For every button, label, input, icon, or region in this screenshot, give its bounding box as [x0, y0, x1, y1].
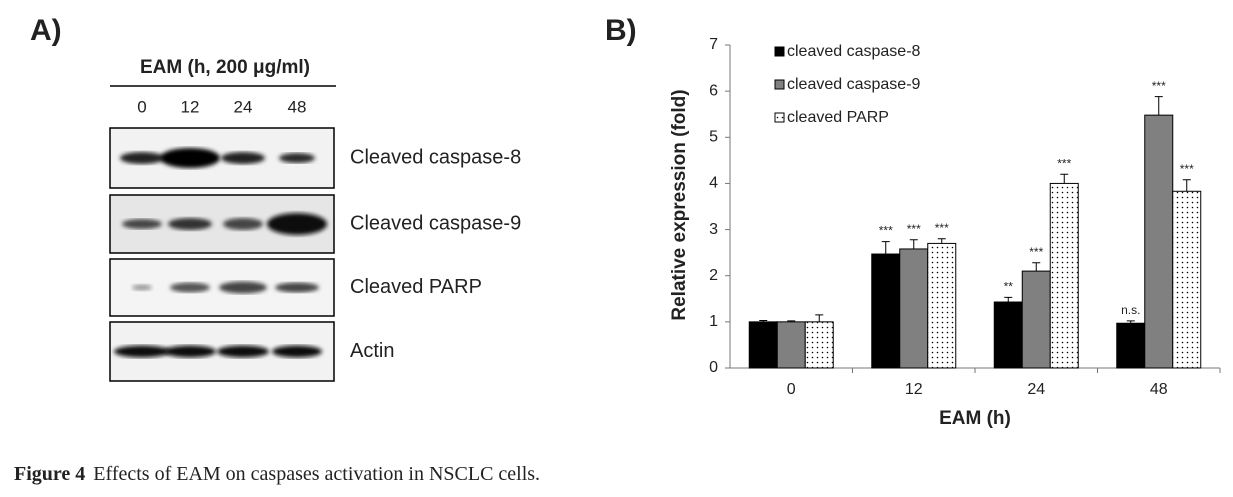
error-bar: [815, 314, 824, 322]
x-tick-label: 24: [1027, 381, 1045, 398]
row-label: Cleaved caspase-8: [350, 146, 521, 168]
significance-label: ***: [907, 222, 921, 236]
error-bar: [881, 241, 890, 255]
caption-text: Effects of EAM on caspases activation in…: [93, 463, 540, 485]
band: [221, 152, 265, 164]
band: [223, 218, 263, 230]
band: [217, 345, 269, 358]
significance-label: ***: [935, 221, 949, 235]
error-bar: [1032, 262, 1041, 272]
error-bar: [1060, 173, 1069, 184]
y-tick-label: 6: [709, 82, 718, 99]
caption: Figure 4 Effects of EAM on caspases activ…: [14, 463, 540, 485]
lane-label: 12: [181, 97, 200, 116]
bar: [1116, 322, 1146, 369]
error-bar: [787, 320, 796, 322]
y-tick-label: 3: [709, 221, 718, 238]
bar: [1021, 270, 1051, 369]
panel-a-label: A): [30, 14, 62, 47]
error-bar: [1126, 320, 1135, 324]
y-tick-label: 7: [709, 36, 718, 53]
bar: [748, 321, 778, 369]
band: [160, 148, 220, 168]
band: [122, 219, 162, 229]
significance-label: ***: [1029, 245, 1043, 259]
legend-label: cleaved caspase-8: [787, 43, 921, 60]
error-bar: [1182, 179, 1191, 192]
significance-label: **: [1004, 280, 1014, 294]
error-bar: [909, 239, 918, 249]
band: [132, 284, 152, 291]
y-tick-label: 2: [709, 267, 718, 284]
lane-label: 0: [137, 97, 146, 116]
bar: [1144, 114, 1174, 369]
y-tick-label: 0: [709, 359, 718, 376]
y-tick-label: 4: [709, 175, 718, 192]
x-tick-label: 48: [1150, 381, 1168, 398]
bar: [993, 301, 1023, 369]
error-bar: [1004, 296, 1013, 303]
band: [275, 282, 319, 293]
panel-b-label: B): [605, 14, 637, 47]
blot-header: EAM (h, 200 μg/ml): [140, 57, 310, 78]
band: [114, 345, 170, 358]
bar: [1172, 190, 1202, 369]
significance-label: n.s.: [1121, 303, 1140, 317]
band: [219, 281, 267, 294]
significance-label: ***: [1180, 162, 1194, 176]
y-tick-label: 1: [709, 313, 718, 330]
bar: [899, 248, 929, 369]
x-tick-label: 0: [787, 381, 796, 398]
band: [120, 152, 164, 164]
band: [267, 213, 327, 235]
row-label: Cleaved PARP: [350, 276, 482, 298]
legend-swatch: [774, 112, 785, 123]
significance-label: ***: [879, 224, 893, 238]
band: [272, 345, 322, 358]
legend-swatch: [774, 79, 785, 90]
band: [168, 218, 212, 230]
significance-label: ***: [1152, 79, 1166, 93]
band: [170, 282, 210, 293]
bar: [804, 321, 834, 369]
bar: [1049, 182, 1079, 369]
error-bar: [1154, 96, 1163, 116]
legend-swatch: [774, 46, 785, 57]
lane-label: 48: [288, 97, 307, 116]
x-tick-label: 12: [905, 381, 923, 398]
caption-label: Figure 4: [14, 463, 85, 485]
bar: [871, 253, 901, 369]
band: [164, 345, 216, 358]
lane-label: 24: [234, 97, 253, 116]
bar: [927, 242, 957, 369]
legend-label: cleaved PARP: [787, 109, 889, 126]
x-axis-label: EAM (h): [939, 408, 1011, 429]
row-label: Actin: [350, 340, 394, 362]
y-tick-label: 5: [709, 129, 718, 146]
bar: [776, 321, 806, 369]
error-bar: [937, 238, 946, 244]
y-axis-label: Relative expression (fold): [669, 89, 690, 320]
significance-label: ***: [1057, 156, 1071, 170]
row-label: Cleaved caspase-9: [350, 212, 521, 234]
legend-label: cleaved caspase-9: [787, 76, 921, 93]
band: [279, 153, 315, 163]
error-bar: [759, 319, 768, 322]
